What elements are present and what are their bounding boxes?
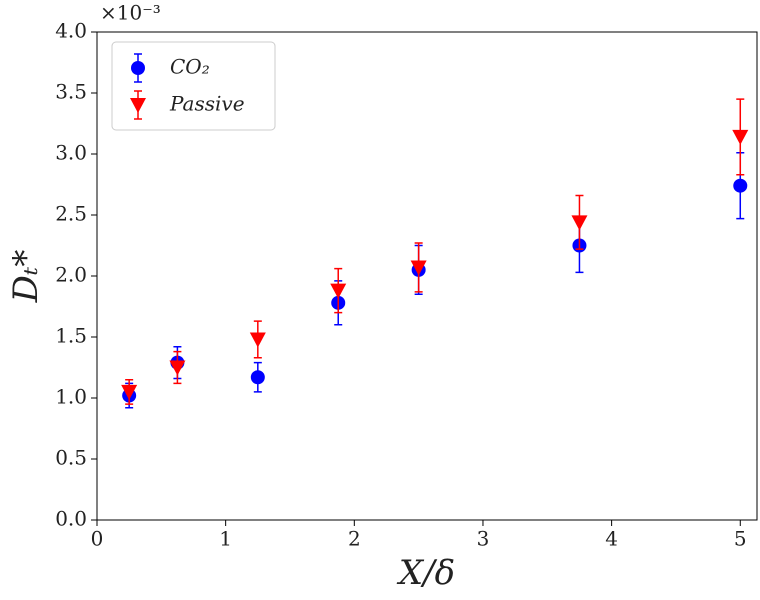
y-tick-label: 1.5 xyxy=(55,324,87,348)
x-axis-label: X/δ xyxy=(396,553,455,593)
x-tick-label: 1 xyxy=(219,527,232,551)
legend-label: CO₂ xyxy=(170,55,210,79)
marker xyxy=(169,360,186,376)
y-tick-label: 1.0 xyxy=(55,385,87,409)
x-tick-label: 4 xyxy=(605,527,618,551)
y-axis-label: Dₜ* xyxy=(6,250,46,304)
marker xyxy=(571,215,588,231)
marker xyxy=(410,260,427,276)
x-tick-label: 2 xyxy=(348,527,361,551)
y-tick-label: 0.5 xyxy=(55,446,87,470)
marker xyxy=(733,178,748,193)
x-tick-label: 0 xyxy=(91,527,104,551)
marker xyxy=(330,283,347,299)
marker xyxy=(249,332,266,348)
marker xyxy=(121,384,138,400)
y-tick-label: 4.0 xyxy=(55,19,87,43)
y-tick-label: 3.5 xyxy=(55,80,87,104)
x-tick-label: 5 xyxy=(734,527,747,551)
y-tick-label: 0.0 xyxy=(55,507,87,531)
y-offset-label: ×10⁻³ xyxy=(100,1,161,25)
y-tick-label: 2.5 xyxy=(55,202,87,226)
legend-label: Passive xyxy=(169,92,245,116)
y-tick-label: 2.0 xyxy=(55,263,87,287)
marker xyxy=(250,370,265,385)
legend-box xyxy=(111,41,276,131)
x-tick-label: 3 xyxy=(477,527,490,551)
legend-marker xyxy=(130,98,146,113)
legend-marker xyxy=(131,61,145,75)
marker xyxy=(732,129,749,145)
y-tick-label: 3.0 xyxy=(55,141,87,165)
